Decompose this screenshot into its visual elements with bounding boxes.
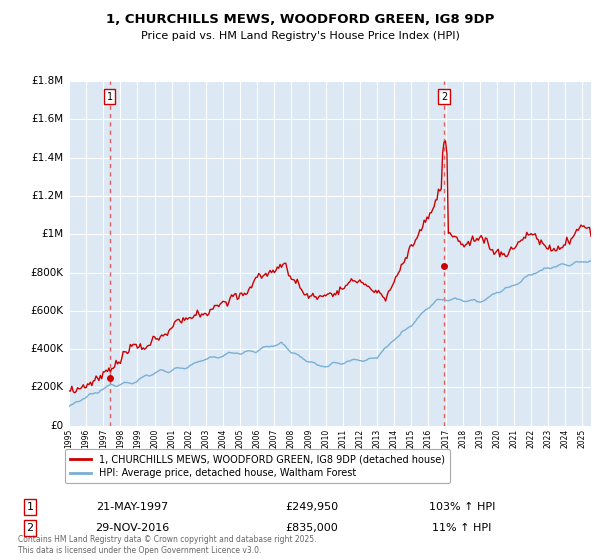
Text: £800K: £800K: [30, 268, 63, 278]
Text: 1996: 1996: [82, 428, 91, 448]
Text: 2022: 2022: [527, 428, 536, 447]
Text: 1: 1: [107, 92, 113, 102]
Text: 2019: 2019: [475, 428, 484, 447]
Text: £1.8M: £1.8M: [31, 76, 63, 86]
Text: 2015: 2015: [407, 428, 416, 447]
Text: £1M: £1M: [41, 229, 63, 239]
Text: £0: £0: [50, 421, 63, 431]
Text: £1.6M: £1.6M: [31, 114, 63, 124]
Text: 1995: 1995: [65, 428, 74, 448]
Text: 2: 2: [26, 523, 34, 533]
Text: 2: 2: [441, 92, 447, 102]
Text: 2021: 2021: [509, 428, 518, 447]
Text: 2009: 2009: [304, 428, 313, 448]
Text: 21-MAY-1997: 21-MAY-1997: [96, 502, 168, 512]
Text: 2007: 2007: [270, 428, 279, 448]
Legend: 1, CHURCHILLS MEWS, WOODFORD GREEN, IG8 9DP (detached house), HPI: Average price: 1, CHURCHILLS MEWS, WOODFORD GREEN, IG8 …: [65, 449, 450, 483]
Text: 2000: 2000: [150, 428, 159, 448]
Text: £1.2M: £1.2M: [31, 191, 63, 201]
Text: 2020: 2020: [493, 428, 502, 447]
Text: 103% ↑ HPI: 103% ↑ HPI: [429, 502, 495, 512]
Text: 2014: 2014: [389, 428, 398, 447]
Text: 2006: 2006: [253, 428, 262, 448]
Text: 2002: 2002: [184, 428, 193, 447]
Text: 2012: 2012: [355, 428, 364, 447]
Text: 2024: 2024: [561, 428, 570, 447]
Text: 2016: 2016: [424, 428, 433, 447]
Text: 1: 1: [26, 502, 34, 512]
Text: 11% ↑ HPI: 11% ↑ HPI: [433, 523, 491, 533]
Text: 2005: 2005: [236, 428, 245, 448]
Text: 2017: 2017: [441, 428, 450, 447]
Text: 1, CHURCHILLS MEWS, WOODFORD GREEN, IG8 9DP: 1, CHURCHILLS MEWS, WOODFORD GREEN, IG8 …: [106, 13, 494, 26]
Text: 1998: 1998: [116, 428, 125, 447]
Text: 2004: 2004: [218, 428, 227, 448]
Text: 2003: 2003: [202, 428, 211, 448]
Text: 2001: 2001: [167, 428, 176, 447]
Text: £1.4M: £1.4M: [31, 153, 63, 163]
Text: Contains HM Land Registry data © Crown copyright and database right 2025.
This d: Contains HM Land Registry data © Crown c…: [18, 535, 317, 555]
Text: 2018: 2018: [458, 428, 467, 447]
Text: 29-NOV-2016: 29-NOV-2016: [95, 523, 169, 533]
Text: 2023: 2023: [544, 428, 553, 447]
Text: 2013: 2013: [373, 428, 382, 447]
Text: £400K: £400K: [30, 344, 63, 354]
Text: £600K: £600K: [30, 306, 63, 316]
Text: 2010: 2010: [321, 428, 330, 447]
Text: £249,950: £249,950: [286, 502, 338, 512]
Text: £835,000: £835,000: [286, 523, 338, 533]
Text: 1997: 1997: [99, 428, 108, 448]
Text: 2011: 2011: [338, 428, 347, 447]
Text: 1999: 1999: [133, 428, 142, 448]
Text: 2025: 2025: [578, 428, 587, 447]
Text: £200K: £200K: [30, 382, 63, 393]
Text: 2008: 2008: [287, 428, 296, 447]
Text: Price paid vs. HM Land Registry's House Price Index (HPI): Price paid vs. HM Land Registry's House …: [140, 31, 460, 41]
